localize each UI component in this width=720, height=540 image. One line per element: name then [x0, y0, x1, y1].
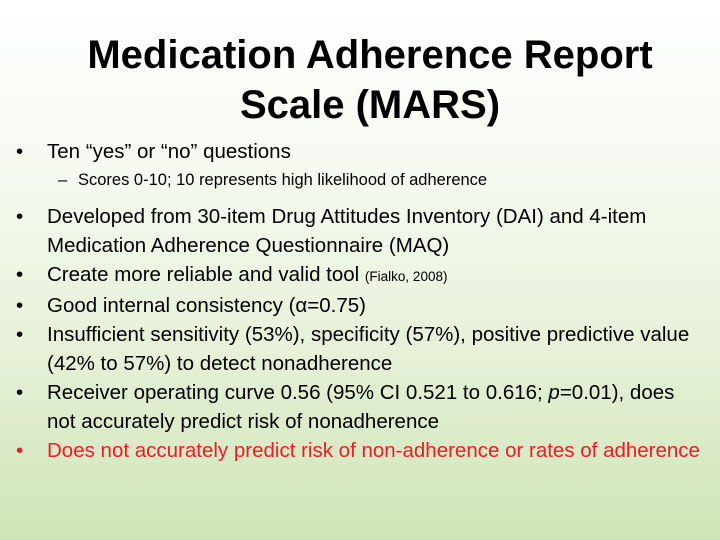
bullet-text: Does not accurately predict risk of non-…	[47, 439, 700, 462]
bullet-marker: •	[16, 140, 24, 163]
bullet-item: • Developed from 30-item Drug Attitudes …	[0, 202, 720, 260]
bullet-text: Ten “yes” or “no” questions	[47, 140, 291, 163]
bullet-item: • Good internal consistency (α=0.75)	[0, 291, 720, 320]
bullet-item-highlight: • Does not accurately predict risk of no…	[0, 436, 720, 465]
bullet-item: • Ten “yes” or “no” questions	[0, 137, 720, 166]
bullet-marker: •	[16, 294, 24, 317]
sub-bullet-item: – Scores 0-10; 10 represents high likeli…	[0, 169, 720, 191]
bullet-text: Developed from 30-item Drug Attitudes In…	[47, 205, 647, 257]
bullet-text: Insufficient sensitivity (53%), specific…	[47, 323, 690, 375]
sub-bullet-text: Scores 0-10; 10 represents high likeliho…	[78, 171, 488, 189]
bullet-text: Create more reliable and valid tool	[47, 263, 365, 286]
bullet-text: Good internal consistency (α=0.75)	[47, 294, 366, 317]
title-line-2: Scale (MARS)	[239, 83, 501, 127]
bullet-item: • Insufficient sensitivity (53%), specif…	[0, 320, 720, 378]
bullet-marker: •	[16, 323, 24, 346]
bullet-marker: •	[16, 381, 24, 404]
bullet-text-a: Receiver operating curve 0.56 (95% CI 0.…	[47, 381, 549, 404]
slide-title: Medication Adherence Report Scale (MARS)	[20, 30, 720, 130]
bullet-list: • Ten “yes” or “no” questions – Scores 0…	[0, 137, 720, 465]
bullet-text-b: =0.01), does not accurately predict risk…	[47, 381, 675, 433]
bullet-marker: •	[16, 439, 24, 462]
bullet-marker: •	[16, 205, 24, 228]
sub-bullet-marker: –	[58, 171, 68, 189]
citation: (Fialko, 2008)	[364, 269, 448, 284]
bullet-item: • Receiver operating curve 0.56 (95% CI …	[0, 378, 720, 436]
bullet-item: • Create more reliable and valid tool (F…	[0, 260, 720, 291]
p-value-symbol: p	[548, 381, 560, 404]
title-line-1: Medication Adherence Report	[87, 33, 653, 77]
bullet-marker: •	[16, 263, 24, 286]
